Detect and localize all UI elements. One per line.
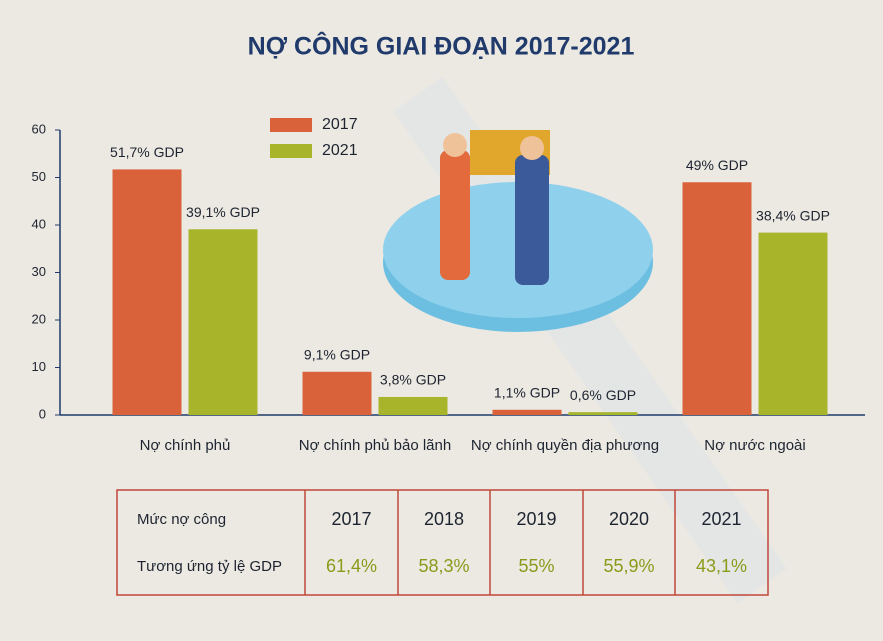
y-tick-label: 40 [32, 216, 46, 231]
head-left [443, 133, 467, 157]
table-cell: 58,3% [418, 556, 469, 576]
head-right [520, 136, 544, 160]
value-label: 9,1% GDP [304, 346, 370, 362]
x-tick-label: Nợ nước ngoài [704, 437, 805, 454]
value-label: 49% GDP [686, 157, 748, 173]
value-label: 38,4% GDP [756, 207, 830, 223]
value-label: 1,1% GDP [494, 384, 560, 400]
table-cell: 55% [518, 556, 554, 576]
value-label: 39,1% GDP [186, 204, 260, 220]
table-cell: 2020 [609, 509, 649, 529]
person-left [440, 150, 470, 280]
table-cell: Mức nợ công [137, 511, 226, 528]
y-tick-label: 10 [32, 359, 46, 374]
bar [682, 182, 752, 415]
bar [302, 371, 372, 415]
table-cell: 43,1% [696, 556, 747, 576]
person-right [515, 155, 549, 285]
table-cell: 55,9% [603, 556, 654, 576]
bar [492, 409, 562, 415]
legend-swatch [270, 144, 312, 158]
chart-title: NỢ CÔNG GIAI ĐOẠN 2017-2021 [248, 31, 635, 61]
x-tick-label: Nợ chính phủ [140, 437, 231, 454]
table-cell: Tương ứng tỷ lệ GDP [137, 558, 282, 575]
table [116, 489, 769, 596]
table-cell: 2017 [331, 509, 371, 529]
bar [758, 232, 828, 415]
y-tick-label: 20 [32, 311, 46, 326]
bar [188, 229, 258, 415]
legend-label: 2017 [322, 116, 358, 133]
value-label: 51,7% GDP [110, 144, 184, 160]
table-cell: 2021 [701, 509, 741, 529]
bar [112, 169, 182, 415]
table-cell: 2018 [424, 509, 464, 529]
table-cell: 2019 [516, 509, 556, 529]
legend-label: 2021 [322, 142, 358, 159]
legend-swatch [270, 118, 312, 132]
y-tick-label: 50 [32, 169, 46, 184]
value-label: 3,8% GDP [380, 372, 446, 388]
value-label: 0,6% GDP [570, 387, 636, 403]
y-tick-label: 30 [32, 264, 46, 279]
y-tick-label: 60 [32, 121, 46, 136]
x-tick-label: Nợ chính phủ bảo lãnh [299, 437, 451, 454]
table-cell: 61,4% [326, 556, 377, 576]
bar [568, 412, 638, 415]
illustration [383, 130, 653, 332]
table-border [116, 489, 769, 596]
y-tick-label: 0 [39, 406, 46, 421]
x-tick-label: Nợ chính quyền địa phương [471, 437, 659, 454]
bar [378, 396, 448, 415]
